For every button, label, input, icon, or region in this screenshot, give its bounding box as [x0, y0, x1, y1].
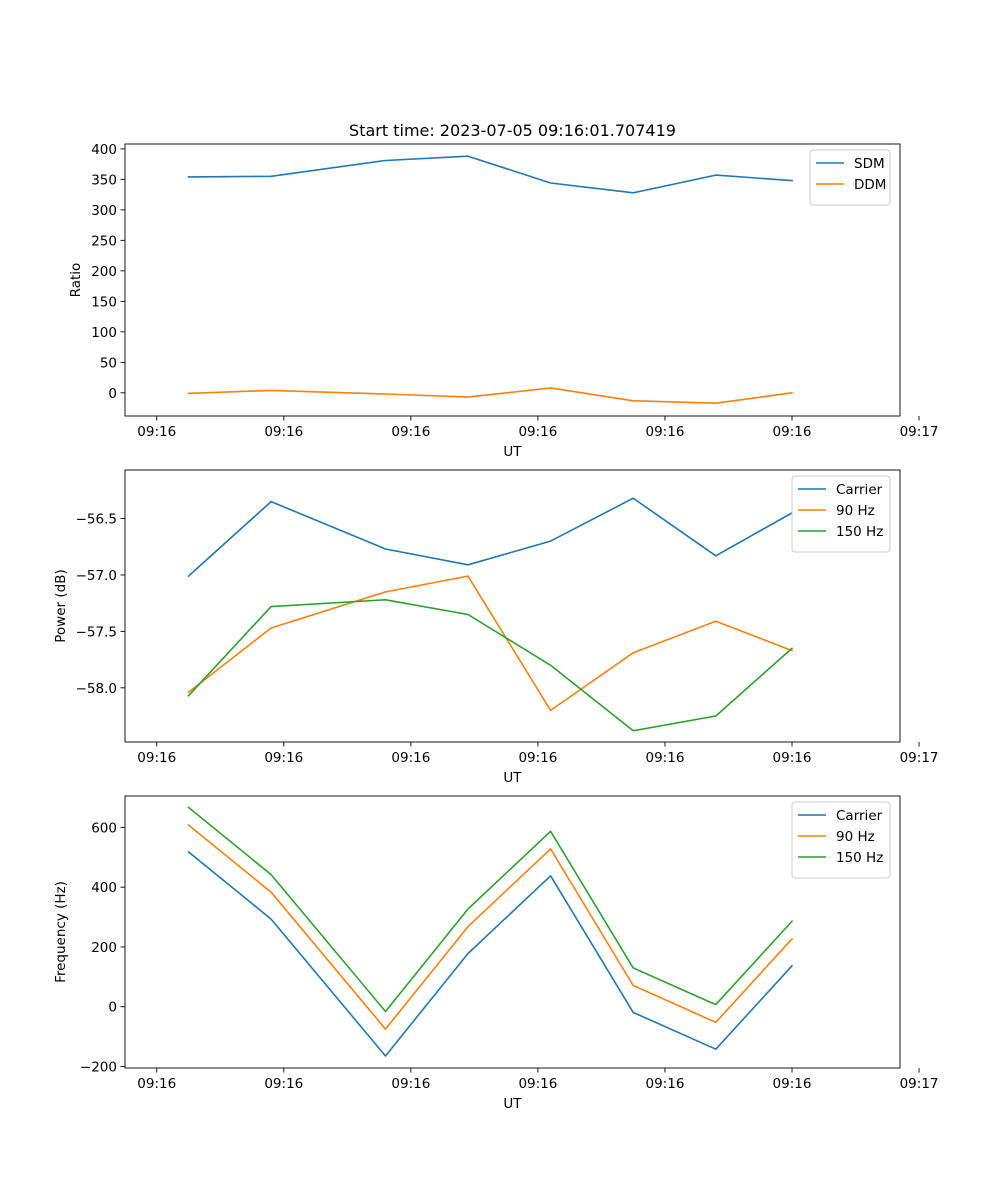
x-tick-label: 09:16: [264, 424, 303, 440]
subplot-1: 09:16 09:16 09:16 09:16 09:16 09:16 09:17 0 50 10…: [68, 121, 939, 460]
x-tick-label: 09:16: [391, 1076, 430, 1092]
legend-box: [791, 801, 891, 879]
x-tick-label: 09:16: [391, 750, 430, 766]
x-tick-label: 09:16: [518, 1076, 557, 1092]
chart-title: Start time: 2023-07-05 09:16:01.707419: [349, 121, 676, 140]
x-tick-label: 09:16: [773, 1076, 812, 1092]
x-tick-label: 09:16: [646, 1076, 685, 1092]
x-tick-label: 09:16: [646, 750, 685, 766]
legend-entry-label: Carrier: [836, 482, 883, 498]
legend: Carrier 90 Hz 150 Hz: [791, 801, 891, 879]
y-tick-label: −56.5: [76, 512, 117, 528]
y-tick-label: 200: [91, 264, 117, 280]
series-line-carrier: [187, 850, 794, 1057]
y-axis-label: Frequency (Hz): [53, 881, 69, 983]
y-tick-label: 100: [91, 325, 117, 341]
x-tick-label: 09:16: [137, 1076, 176, 1092]
legend-entry-label: DDM: [854, 177, 886, 193]
y-tick-label: −57.0: [76, 568, 117, 584]
y-tick-label: −57.5: [76, 624, 117, 640]
y-tick-label: 600: [91, 820, 117, 836]
x-tick-label: 09:16: [518, 750, 557, 766]
legend: Carrier 90 Hz 150 Hz: [791, 475, 891, 553]
series-line-150-hz: [187, 598, 794, 732]
x-tick-label: 09:16: [518, 424, 557, 440]
y-axis-label: Ratio: [68, 263, 84, 298]
y-tick-label: 50: [100, 355, 117, 371]
x-tick-label: 09:16: [264, 1076, 303, 1092]
y-tick-label: 200: [91, 940, 117, 956]
series-line-150-hz: [187, 806, 794, 1013]
x-tick-label: 09:16: [646, 424, 685, 440]
axes-frame: [124, 143, 901, 417]
x-tick-label: 09:16: [264, 750, 303, 766]
legend: SDM DDM: [809, 149, 891, 206]
x-tick-label: 09:16: [773, 750, 812, 766]
y-tick-label: −200: [80, 1060, 117, 1076]
legend-entry-label: Carrier: [836, 808, 883, 824]
series-line-sdm: [187, 155, 793, 194]
axes-frame: [124, 795, 901, 1069]
legend-entry-label: 150 Hz: [836, 850, 883, 866]
x-tick-label: 09:16: [773, 424, 812, 440]
y-tick-label: 0: [108, 1000, 117, 1016]
x-tick-label: 09:17: [900, 424, 939, 440]
series-line-90-hz: [187, 823, 794, 1030]
x-axis-label: UT: [503, 770, 522, 786]
x-axis-label: UT: [503, 1096, 522, 1112]
x-tick-label: 09:17: [900, 750, 939, 766]
series-line-carrier: [187, 497, 794, 578]
series-line-ddm: [187, 387, 793, 405]
y-tick-label: 350: [91, 172, 117, 188]
y-tick-label: 400: [91, 142, 117, 158]
x-axis-label: UT: [503, 444, 522, 460]
y-tick-label: 300: [91, 203, 117, 219]
legend-entry-label: 90 Hz: [836, 829, 875, 845]
y-axis-label: Power (dB): [53, 569, 69, 642]
y-tick-label: −58.0: [76, 681, 117, 697]
y-tick-label: 400: [91, 880, 117, 896]
legend-entry-label: 90 Hz: [836, 503, 875, 519]
subplot-2: 09:16 09:16 09:16 09:16 09:16 09:16 09:17 −58.0…: [53, 469, 939, 786]
x-tick-label: 09:16: [391, 424, 430, 440]
y-tick-label: 250: [91, 233, 117, 249]
x-tick-label: 09:16: [137, 750, 176, 766]
series-line-90-hz: [187, 575, 794, 712]
legend-entry-label: SDM: [854, 156, 885, 172]
x-tick-label: 09:16: [137, 424, 176, 440]
x-tick-label: 09:17: [900, 1076, 939, 1092]
axes-frame: [124, 469, 901, 743]
subplot-3: 09:16 09:16 09:16 09:16 09:16 09:16 09:17 −200 0…: [53, 795, 939, 1112]
legend-box: [791, 475, 891, 553]
legend-entry-label: 150 Hz: [836, 524, 883, 540]
y-tick-label: 150: [91, 294, 117, 310]
y-tick-label: 0: [108, 386, 117, 402]
